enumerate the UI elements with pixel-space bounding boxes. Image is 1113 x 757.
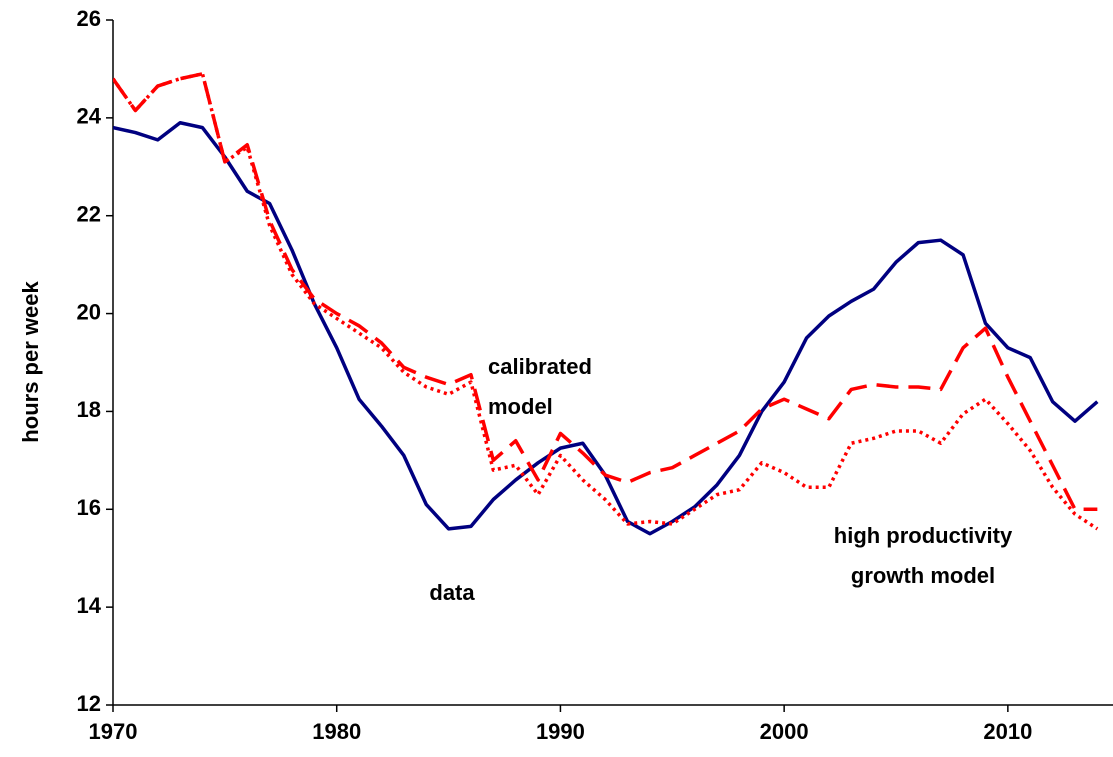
x-tick-label: 2000 xyxy=(760,719,809,744)
y-axis-label: hours per week xyxy=(18,281,43,443)
y-tick-label: 22 xyxy=(77,202,101,227)
x-tick-label: 2010 xyxy=(983,719,1032,744)
y-tick-label: 16 xyxy=(77,495,101,520)
y-tick-label: 20 xyxy=(77,299,101,324)
y-tick-label: 12 xyxy=(77,691,101,716)
y-tick-label: 14 xyxy=(77,593,102,618)
annotation: growth model xyxy=(851,563,995,588)
x-tick-label: 1970 xyxy=(89,719,138,744)
x-tick-label: 1990 xyxy=(536,719,585,744)
annotation: calibrated xyxy=(488,354,592,379)
plot-area xyxy=(113,72,1099,536)
annotation: high productivity xyxy=(834,523,1013,548)
line-series xyxy=(113,72,1099,531)
y-tick-label: 24 xyxy=(77,104,102,129)
x-tick-label: 1980 xyxy=(312,719,361,744)
y-tick-label: 26 xyxy=(77,6,101,31)
annotation: model xyxy=(488,394,553,419)
line-series xyxy=(113,72,1098,512)
annotation: data xyxy=(429,580,475,605)
line-series xyxy=(113,121,1099,536)
y-tick-label: 18 xyxy=(77,397,101,422)
